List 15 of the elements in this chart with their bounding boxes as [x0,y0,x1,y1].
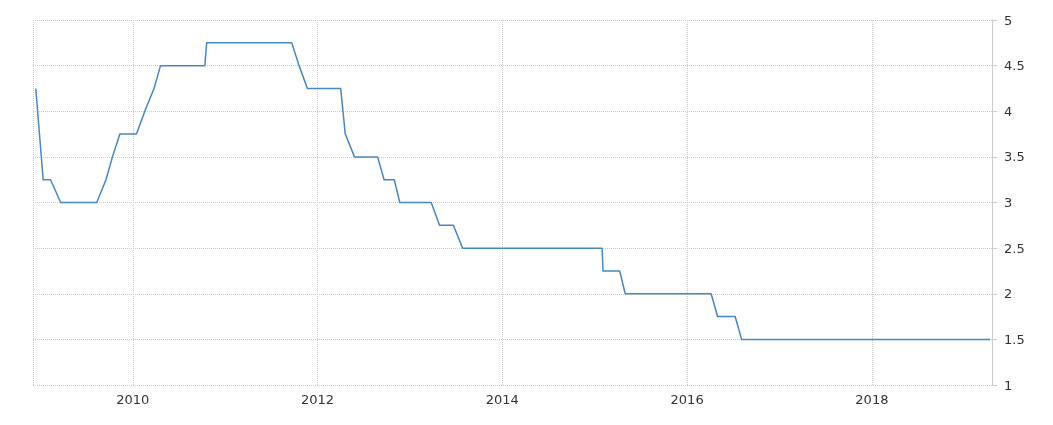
y-tick-label: 3.5 [1004,149,1025,165]
y-tick-label: 2 [1004,286,1013,302]
y-tick-label: 1.5 [1004,331,1025,347]
y-tick-label: 3 [1004,195,1013,210]
x-tick-label: 2018 [855,392,889,407]
line-series [35,42,991,341]
y-tick-label: 1 [1004,377,1013,393]
y-tick-label: 4.5 [1004,58,1025,74]
x-tick-label: 2014 [485,392,519,407]
x-tick-label: 2016 [670,392,704,407]
x-tick-label: 2010 [116,392,150,407]
y-tick-label: 4 [1004,103,1013,119]
y-tick-label: 5 [1004,12,1013,28]
x-tick-label: 2012 [301,392,335,407]
y-tick-label: 2.5 [1004,240,1025,256]
